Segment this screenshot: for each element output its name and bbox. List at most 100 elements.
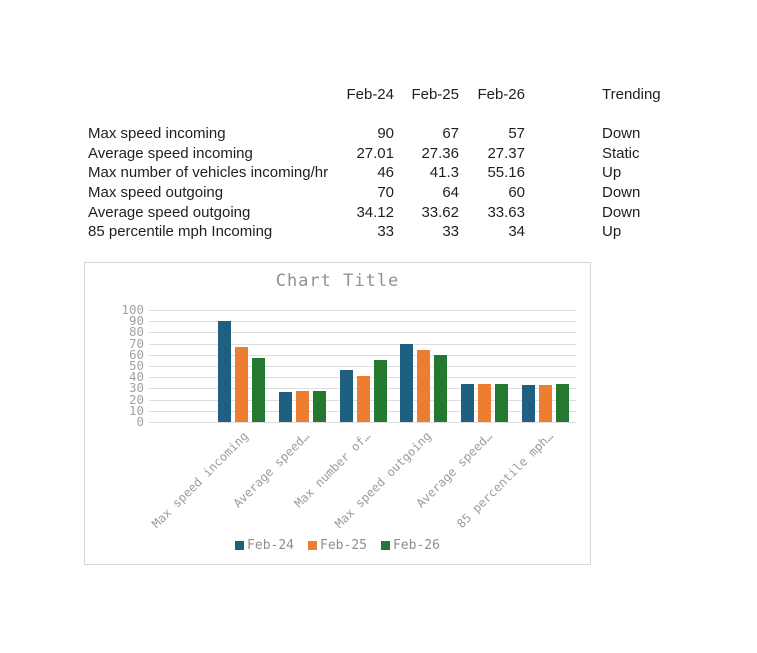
bar-group: [393, 310, 454, 422]
cell-value[interactable]: 55.16: [487, 164, 525, 182]
legend-item-feb-26[interactable]: Feb-26: [380, 538, 440, 553]
bar-feb-26[interactable]: [312, 391, 326, 422]
legend-swatch: [308, 541, 318, 550]
gridline: [149, 310, 576, 311]
trend-value[interactable]: Static: [602, 144, 640, 162]
legend-swatch: [380, 541, 390, 550]
cell-value[interactable]: 33.63: [487, 203, 525, 221]
legend-item-feb-25[interactable]: Feb-25: [308, 538, 367, 553]
column-header-trending[interactable]: Trending: [602, 86, 661, 103]
bar-feb-24[interactable]: [217, 321, 231, 422]
gridline: [149, 354, 576, 356]
metrics-table: Feb-24 Feb-25 Feb-26 Trending Max speed …: [88, 85, 712, 242]
bar-feb-24[interactable]: [461, 383, 475, 422]
gridline: [149, 366, 576, 367]
bar-feb-25[interactable]: [356, 375, 370, 422]
legend-label: Feb-24: [247, 538, 295, 553]
row-label[interactable]: 85 percentile mph Incoming: [88, 223, 273, 241]
x-axis-labels: Max speed incoming Average speed… Max numb…: [149, 429, 576, 531]
row-label[interactable]: Average speed outgoing: [88, 203, 251, 221]
bar-feb-25[interactable]: [417, 350, 431, 422]
column-header-feb-26[interactable]: Feb-26: [477, 86, 525, 103]
bar-feb-24[interactable]: [522, 385, 536, 422]
cell-value[interactable]: 27.37: [487, 144, 525, 162]
table-row: Max speed outgoing 70 64 60 Down: [88, 183, 712, 203]
bar-group: [454, 310, 515, 422]
bar-feb-25[interactable]: [295, 391, 309, 422]
table-row: 85 percentile mph Incoming 33 33 34 Up: [88, 222, 712, 242]
y-axis-tick: 50: [128, 358, 144, 373]
bar-feb-25[interactable]: [539, 385, 553, 422]
x-axis-label: Max speed incoming: [149, 429, 252, 531]
y-axis-tick: 30: [128, 380, 144, 396]
legend[interactable]: Feb-24 Feb-25 Feb-26: [85, 538, 590, 553]
bar-feb-26[interactable]: [495, 384, 509, 422]
cell-value[interactable]: 33.62: [421, 203, 459, 221]
table-row: Average speed outgoing 34.12 33.62 33.63 Dow…: [88, 203, 712, 223]
bar-group: [211, 310, 272, 422]
trend-value[interactable]: Up: [602, 223, 622, 241]
cell-value[interactable]: 33: [442, 223, 459, 241]
table-row: Max speed incoming 90 67 57 Down: [88, 124, 712, 144]
legend-label: Feb-25: [320, 538, 367, 553]
bar-feb-25[interactable]: [478, 384, 492, 422]
y-axis-tick: 100: [121, 302, 144, 317]
trend-value[interactable]: Down: [602, 203, 641, 221]
chart[interactable]: Chart Title 0 10 20 30 40 50 60 70 80 90 100 Max s…: [84, 262, 591, 565]
bar-feb-24[interactable]: [339, 370, 353, 422]
gridline: [149, 422, 576, 423]
cell-value[interactable]: 90: [377, 125, 394, 143]
chart-title[interactable]: Chart Title: [275, 271, 400, 291]
row-label[interactable]: Average speed incoming: [88, 144, 253, 162]
bar-feb-24[interactable]: [400, 343, 414, 422]
bars-area: [211, 310, 576, 422]
cell-value[interactable]: 34.12: [356, 203, 394, 221]
legend-item-feb-24[interactable]: Feb-24: [235, 538, 294, 553]
bar-feb-26[interactable]: [556, 383, 570, 422]
cell-value[interactable]: 64: [442, 183, 459, 201]
y-axis-tick: 20: [128, 391, 144, 407]
bar-feb-25[interactable]: [234, 346, 248, 422]
bar-feb-26[interactable]: [434, 354, 448, 422]
cell-value[interactable]: 57: [508, 125, 525, 143]
cell-value[interactable]: 33: [377, 223, 394, 241]
row-label[interactable]: Max number of vehicles incoming/hr: [88, 164, 329, 182]
legend-swatch: [235, 541, 245, 550]
bar-feb-24[interactable]: [278, 391, 292, 422]
trend-value[interactable]: Down: [602, 125, 641, 143]
cell-value[interactable]: 60: [508, 183, 525, 201]
y-axis-tick: 70: [128, 335, 144, 351]
gridline: [149, 321, 576, 323]
column-header-feb-25[interactable]: Feb-25: [411, 86, 459, 103]
cell-value[interactable]: 34: [508, 223, 525, 241]
cell-value[interactable]: 46: [377, 164, 394, 182]
bar-feb-26[interactable]: [373, 360, 387, 422]
y-axis-tick: 60: [128, 346, 144, 362]
gridline: [149, 332, 576, 334]
cell-value[interactable]: 27.01: [356, 144, 394, 162]
table-row: Max number of vehicles incoming/hr 46 41.3…: [88, 163, 712, 183]
trend-value[interactable]: Down: [602, 183, 641, 201]
legend-label: Feb-26: [392, 538, 440, 553]
y-axis-tick: 80: [128, 324, 144, 340]
trend-value[interactable]: Up: [602, 164, 622, 182]
bar-group: [333, 310, 394, 422]
row-label[interactable]: Max speed incoming: [88, 125, 226, 143]
y-axis-tick: 40: [128, 369, 144, 385]
table-header-row: Feb-24 Feb-25 Feb-26 Trending: [88, 85, 712, 105]
cell-value[interactable]: 27.36: [421, 144, 459, 162]
bar-feb-26[interactable]: [251, 358, 265, 422]
header-gap: [88, 105, 712, 125]
cell-value[interactable]: 70: [377, 183, 394, 201]
y-axis-tick: 0: [136, 414, 144, 429]
table-row: Average speed incoming 27.01 27.36 27.37 Sta…: [88, 144, 712, 164]
column-header-feb-24[interactable]: Feb-24: [346, 86, 394, 103]
y-axis-tick: 10: [128, 402, 144, 418]
cell-value[interactable]: 41.3: [429, 164, 459, 182]
row-label[interactable]: Max speed outgoing: [88, 183, 224, 201]
gridline: [149, 343, 576, 345]
bar-group: [515, 310, 576, 422]
metrics-table-body: Max speed incoming 90 67 57 Down Average spee…: [88, 124, 712, 242]
cell-value[interactable]: 67: [442, 125, 459, 143]
y-axis-tick: 90: [128, 313, 144, 329]
